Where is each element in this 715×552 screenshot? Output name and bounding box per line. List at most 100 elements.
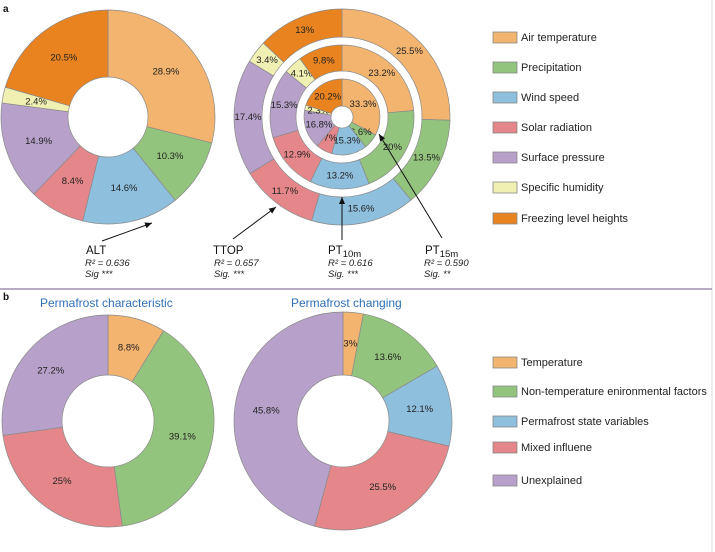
legend-label-non_temperature: Non-temperature enironmental factors [521, 386, 707, 398]
legend-label-solar_radiation: Solar radiation [521, 122, 592, 134]
pt15m-label-precipitation: 6.6% [350, 127, 372, 138]
annotation-pt15m: PT15m R² = 0.590 Sig. ** [378, 133, 469, 280]
pt10m-label-air_temperature: 23.2% [368, 68, 395, 79]
changing-slice-mixed [314, 431, 450, 531]
ring-pt15m: 33.3% 6.6%15.3%7% 16.8% 2.3% 20.2% [303, 78, 381, 156]
alt-label-solar_radiation: 8.4% [62, 176, 84, 187]
label-ttop: TTOP [213, 245, 244, 257]
legend-swatch-temperature [492, 356, 518, 369]
legend-swatch-surface_pressure [492, 151, 518, 164]
pt10m-label-solar_radiation: 12.9% [284, 150, 311, 161]
legend-label-unexplained: Unexplained [521, 475, 582, 487]
pt10m-label-wind_speed: 13.2% [326, 170, 353, 181]
arrow-alt [101, 222, 153, 242]
legend-swatch-specific_humidity [492, 181, 518, 194]
pt10m-slice-freezing_level_heights [299, 44, 343, 81]
annotation-alt: ALT R² = 0.636 Sig *** [85, 222, 153, 280]
donut-permafrost-characteristic: 8.8% 39.1% 25% 27.2% [1, 314, 215, 528]
pt10m-label-surface_pressure: 15.3% [271, 100, 298, 111]
sig-alt: Sig *** [85, 269, 113, 280]
legend-label-surface_pressure: Surface pressure [521, 152, 605, 164]
legend-label-mixed: Mixed influene [521, 442, 592, 454]
pt15m-label-surface_pressure: 16.8% [305, 120, 332, 131]
legend-label-permafrost_state: Permafrost state variables [521, 416, 649, 428]
ttop-label-surface_pressure: 17.4% [235, 112, 262, 123]
ttop-label-solar_radiation: 11.7% [272, 186, 299, 197]
characteristic-slice-mixed [2, 426, 123, 528]
alt-label-air_temperature: 28.9% [152, 66, 179, 77]
ttop-label-air_temperature: 25.5% [396, 46, 423, 57]
changing-label-mixed: 25.5% [369, 482, 396, 493]
legend-panel-a: Air temperature Precipitation Wind speed So… [492, 31, 629, 225]
sig-ttop: Sig. *** [214, 269, 244, 280]
legend-swatch-wind_speed [492, 91, 518, 104]
alt-label-freezing_level_heights: 20.5% [50, 53, 77, 64]
ttop-label-wind_speed: 15.6% [348, 204, 375, 215]
legend-panel-b: Temperature Non-temperature enironmental … [492, 356, 707, 487]
panel-label-a: a [3, 4, 9, 15]
donut-alt: 28.9% 10.3% 14.6% 8.4% 14.9% 2.4% 20.5% [0, 9, 216, 225]
arrow-pt15m [378, 133, 443, 239]
changing-label-unexplained: 45.8% [253, 405, 280, 416]
title-permafrost-changing: Permafrost changing [291, 296, 402, 310]
changing-slice-unexplained [233, 311, 344, 527]
characteristic-slice-non_temperature [113, 330, 215, 527]
sig-pt15m: Sig. ** [424, 269, 451, 280]
legend-swatch-permafrost_state [492, 415, 518, 428]
characteristic-label-mixed: 25% [53, 476, 73, 487]
legend-swatch-precipitation [492, 61, 518, 74]
label-pt15m: PT15m [425, 245, 458, 260]
annotation-ttop: TTOP R² = 0.657 Sig. *** [213, 206, 277, 280]
characteristic-label-non_temperature: 39.1% [169, 431, 196, 442]
pt15m-label-specific_humidity: 2.3% [307, 105, 329, 116]
ttop-label-specific_humidity: 3.4% [256, 55, 278, 66]
changing-label-temperature: 3% [343, 338, 357, 349]
pt15m-label-air_temperature: 33.3% [350, 99, 377, 110]
ttop-label-precipitation: 13.5% [413, 153, 440, 164]
r2-ttop: R² = 0.657 [214, 258, 259, 269]
annotation-pt10m: PT10m R² = 0.616 Sig. *** [328, 197, 373, 280]
pt10m-label-freezing_level_heights: 9.8% [313, 55, 335, 66]
pt15m-label-wind_speed: 15.3% [333, 136, 360, 147]
label-pt10m: PT10m [328, 245, 361, 260]
characteristic-slice-unexplained [1, 314, 109, 436]
characteristic-label-temperature: 8.8% [118, 342, 140, 353]
panel-label-b: b [3, 292, 9, 303]
r2-pt10m: R² = 0.616 [328, 258, 373, 269]
alt-slice-air_temperature [107, 9, 216, 144]
legend-label-freezing_level_heights: Freezing level heights [521, 213, 629, 225]
pt10m-label-specific_humidity: 4.1% [291, 69, 313, 80]
legend-swatch-solar_radiation [492, 121, 518, 134]
changing-label-permafrost_state: 12.1% [406, 404, 433, 415]
pt15m-slice-freezing_level_heights [305, 78, 343, 114]
ttop-slice-freezing_level_heights [262, 8, 343, 63]
arrow-ttop [232, 206, 277, 240]
r2-pt15m: R² = 0.590 [424, 258, 469, 269]
alt-label-wind_speed: 14.6% [111, 183, 138, 194]
ring-pt10m: 23.2% 20% 13.2% 12.9% 15.3% 4.1%9.8% [269, 44, 415, 190]
ttop-label-freezing_level_heights: 13% [295, 25, 315, 36]
title-permafrost-characteristic: Permafrost characteristic [40, 296, 173, 310]
legend-label-specific_humidity: Specific humidity [521, 182, 604, 194]
pt15m-label-solar_radiation: 7% [324, 133, 338, 144]
pt15m-slice-air_temperature [341, 78, 381, 136]
legend-swatch-unexplained [492, 474, 518, 487]
legend-swatch-mixed [492, 441, 518, 454]
legend-label-temperature: Temperature [521, 357, 583, 369]
alt-label-specific_humidity: 2.4% [25, 96, 47, 107]
pt10m-label-precipitation: 20% [383, 142, 403, 153]
donut-permafrost-changing: 3% 13.6% 12.1% 25.5% 45.8% [233, 311, 453, 531]
ring-ttop: 25.5% 13.5% 15.6% 11.7% 17.4% 3.4% 13% [233, 8, 451, 226]
legend-swatch-non_temperature [492, 385, 518, 398]
legend-label-air_temperature: Air temperature [521, 32, 597, 44]
alt-label-precipitation: 10.3% [156, 151, 183, 162]
alt-label-surface_pressure: 14.9% [25, 136, 52, 147]
changing-label-non_temperature: 13.6% [374, 352, 401, 363]
pt15m-label-freezing_level_heights: 20.2% [314, 92, 341, 103]
legend-label-precipitation: Precipitation [521, 62, 582, 74]
sig-pt10m: Sig. *** [328, 269, 358, 280]
alt-slice-freezing_level_heights [4, 9, 109, 107]
label-alt: ALT [86, 245, 106, 257]
r2-alt: R² = 0.636 [85, 258, 130, 269]
